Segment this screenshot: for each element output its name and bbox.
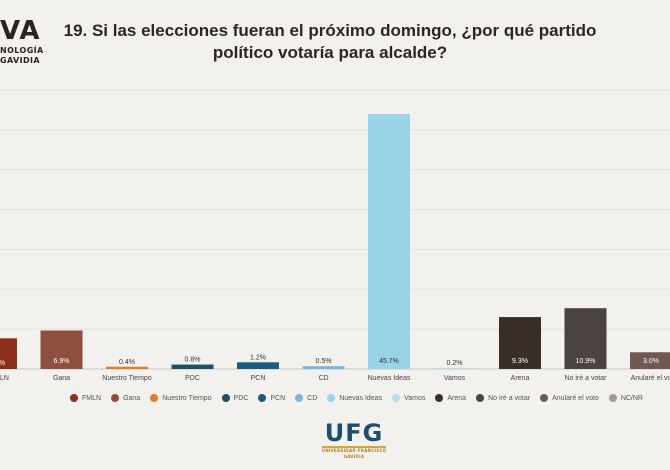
data-label: 6.9% (54, 358, 70, 365)
legend-label: Vamos (404, 394, 426, 402)
legend-label: Arena (447, 394, 467, 402)
legend-label: No iré a votar (488, 394, 531, 402)
x-tick-label: Vamos (444, 375, 466, 382)
legend-swatch (111, 394, 120, 402)
data-label: 0.2% (447, 360, 463, 367)
brand-logo-subtext-line2: GAVIDIA (0, 56, 40, 65)
x-tick-label: CD (318, 375, 328, 382)
bar-chart: % 6.9% 0.4% 0.8% 1.2% 0.5% 45.7% 0.2% 9.3% 10.9% 3… (0, 89, 670, 382)
data-label: 1.2% (250, 354, 266, 361)
legend-item: Vamos (392, 394, 425, 402)
legend-item: Arena (435, 394, 466, 402)
ufg-logo-subtext: UNIVERSIDAD FRANCISCO GAVIDIA (321, 448, 387, 459)
legend-item: Nuevas Ideas (327, 394, 382, 402)
legend-label: CD (307, 394, 318, 402)
x-tick-label: Gana (53, 375, 70, 382)
header: VA NOLOGÍA GAVIDIA 19. Si las elecciones… (0, 0, 670, 90)
ufg-logo-bar (322, 446, 386, 448)
chart-legend: FMLN Gana Nuestro Tiempo PDC PCN CD Nuevas Ide… (70, 394, 670, 402)
legend-swatch (392, 394, 401, 402)
data-label: 0.4% (119, 359, 135, 366)
chart-title: 19. Si las elecciones fueran el próximo … (63, 21, 597, 62)
data-label: 9.3% (512, 358, 528, 365)
legend-item: No iré a votar (476, 394, 530, 402)
legend-swatch (327, 394, 336, 402)
bar (106, 366, 148, 369)
brand-logo-text: VA (0, 16, 41, 46)
x-tick-label: Nuevas Ideas (368, 375, 411, 382)
bar (40, 330, 83, 369)
legend-label: FMLN (82, 394, 102, 402)
data-label: 10.9% (576, 358, 596, 365)
bar (433, 367, 476, 369)
bar (499, 317, 541, 369)
legend-item: PCN (258, 394, 285, 402)
bar (302, 366, 345, 369)
legend-swatch (295, 394, 304, 402)
legend-item: Nuestro Tiempo (150, 394, 212, 402)
legend-swatch (70, 394, 78, 402)
legend-label: Anularé el voto (552, 394, 599, 402)
brand-logo-subtext-line1: NOLOGÍA (0, 46, 44, 55)
legend-item: FMLN (70, 394, 101, 402)
legend-label: PDC (233, 394, 249, 402)
data-label: 3.0% (643, 358, 659, 365)
x-tick-label: No iré a votar (564, 375, 607, 382)
legend-item: NC/NR (608, 394, 643, 402)
data-label: % (0, 360, 5, 367)
legend-label: PCN (270, 394, 286, 402)
brand-logo-subtext: NOLOGÍA GAVIDIA (0, 46, 44, 66)
legend-swatch (608, 394, 617, 402)
legend-swatch (221, 394, 230, 402)
legend-swatch (258, 394, 267, 402)
legend-label: Nuestro Tiempo (162, 394, 212, 402)
legend-swatch (476, 394, 485, 402)
x-tick-label: LN (0, 375, 9, 382)
x-tick-label: Nuestro Tiempo (102, 375, 152, 382)
legend-swatch (540, 394, 549, 402)
x-tick-label: PCN (251, 375, 266, 382)
legend-swatch (435, 394, 444, 402)
legend-label: Nuevas Ideas (339, 394, 383, 402)
data-label: 0.5% (316, 358, 332, 365)
bar (0, 338, 17, 369)
ufg-logo-text: UFG (324, 419, 384, 447)
legend-item: CD (295, 394, 317, 402)
x-tick-label: PDC (185, 375, 200, 382)
legend-label: NC/NR (620, 394, 643, 402)
bar (171, 364, 214, 369)
legend-item: PDC (221, 394, 249, 402)
x-tick-label: Anularé el vo (631, 375, 670, 382)
bar (237, 362, 279, 369)
data-label: 45.7% (379, 358, 399, 365)
legend-swatch (150, 394, 159, 402)
bar (630, 352, 670, 369)
legend-label: Gana (123, 394, 141, 402)
legend-item: Anularé el voto (540, 394, 599, 402)
data-label: 0.8% (185, 357, 201, 364)
bar (368, 113, 410, 369)
ufg-logo: UFG UNIVERSIDAD FRANCISCO GAVIDIA (318, 419, 390, 459)
bar (564, 308, 607, 369)
legend-item: Gana (111, 394, 140, 402)
x-tick-label: Arena (511, 375, 530, 382)
